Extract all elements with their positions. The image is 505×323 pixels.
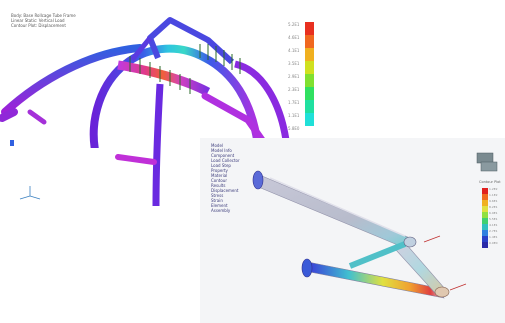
legend-swatch xyxy=(305,113,314,126)
legend-swatch xyxy=(482,236,488,242)
legend-label: 4.1E1 xyxy=(288,48,300,53)
main-hoop-tube xyxy=(89,44,262,148)
legend-label: 1.7E1 xyxy=(288,100,300,105)
tree-item[interactable]: Model xyxy=(211,143,224,148)
legend-label: 9.6E1 xyxy=(489,199,498,203)
cross-link-member xyxy=(348,241,407,269)
legend-label: 2.7E1 xyxy=(489,229,498,233)
header-line: Linear Static: Vertical Load xyxy=(11,18,65,23)
tree-item[interactable]: Load Step xyxy=(211,163,231,168)
tree-item[interactable]: Component xyxy=(211,153,235,158)
legend-label: 0.0E0 xyxy=(489,241,498,245)
legend-label: 3.5E1 xyxy=(288,61,300,66)
tree-item[interactable]: Model Info xyxy=(211,148,232,153)
left-lower-stub xyxy=(27,109,47,125)
legend-label: 5.8E0 xyxy=(288,126,300,131)
tree-item[interactable]: Element xyxy=(211,203,228,208)
tree-item[interactable]: Results xyxy=(211,183,226,188)
tree-item[interactable]: Assembly xyxy=(211,208,231,213)
control-arm-fea-viewport[interactable]: Model Model Info Component Load Collecto… xyxy=(200,138,505,323)
legend-swatch xyxy=(482,194,488,200)
legend-swatch xyxy=(482,230,488,236)
legend-swatch xyxy=(305,35,314,48)
left-side-tube xyxy=(1,44,144,116)
rollcage-model xyxy=(0,17,290,148)
legend-swatch xyxy=(482,218,488,224)
view-cube-icon[interactable] xyxy=(476,152,498,172)
legend-swatch xyxy=(305,61,314,74)
legend-swatch xyxy=(482,242,488,248)
legend-swatch xyxy=(482,206,488,212)
tree-item[interactable]: Contour xyxy=(211,178,227,183)
contour-legend-bar xyxy=(305,22,314,126)
legend-label: 1.1E1 xyxy=(288,113,300,118)
load-arrow xyxy=(449,283,467,291)
legend-swatch xyxy=(305,22,314,35)
legend-swatch xyxy=(305,48,314,61)
inner-bushing-lower xyxy=(301,258,313,278)
legend-label: 4.6E1 xyxy=(288,35,300,40)
tree-item[interactable]: Load Collector xyxy=(211,158,240,163)
legend-swatch xyxy=(482,212,488,218)
legend-swatch xyxy=(482,200,488,206)
ball-joint xyxy=(434,286,450,298)
legend-swatch xyxy=(305,74,314,87)
legend-label: 8.2E1 xyxy=(489,205,498,209)
front-down-tube xyxy=(152,83,164,207)
legend-swatch xyxy=(305,100,314,113)
arm-highlight xyxy=(269,177,406,237)
legend-label: 6.9E1 xyxy=(489,211,498,215)
inner-bushing-upper xyxy=(252,170,264,190)
legend-label: 1.2E2 xyxy=(489,187,498,191)
load-arrows xyxy=(129,44,241,94)
roof-brace xyxy=(130,36,152,62)
door-bar-stub xyxy=(115,154,157,165)
legend-swatch xyxy=(305,87,314,100)
legend-label: 5.5E1 xyxy=(489,217,498,221)
legend-label: 2.9E1 xyxy=(288,74,300,79)
tree-item[interactable]: Strain xyxy=(211,198,223,203)
control-arm-model xyxy=(252,152,498,299)
axis-triad-icon xyxy=(19,186,41,200)
pivot-joint xyxy=(403,236,417,248)
contour-legend-bar xyxy=(482,188,488,248)
legend-label: 2.3E1 xyxy=(288,87,300,92)
load-arrow xyxy=(423,235,441,243)
legend-label: 4.1E1 xyxy=(489,223,498,227)
model-info-header: Body: Base Rollcage Tube Frame Linear St… xyxy=(11,13,76,28)
rear-stay-tube xyxy=(201,92,266,144)
legend-label: 5.2E1 xyxy=(288,22,300,27)
tree-item[interactable]: Displacement xyxy=(211,188,239,193)
header-line: Contour Plot: Displacement xyxy=(11,23,66,28)
legend-swatch xyxy=(482,188,488,194)
upper-arm-member xyxy=(255,175,411,249)
legend-labels: 1.2E2 1.1E2 9.6E1 8.2E1 6.9E1 5.5E1 4.1E… xyxy=(489,187,503,251)
legend-label: 1.1E2 xyxy=(489,193,498,197)
header-line: Body: Base Rollcage Tube Frame xyxy=(11,13,76,18)
legend-swatch xyxy=(482,224,488,230)
right-side-tube xyxy=(234,60,290,141)
legend-title: Contour Plot xyxy=(479,180,501,184)
legend-label: 1.4E1 xyxy=(489,235,498,239)
legend-labels: 5.2E1 4.6E1 4.1E1 3.5E1 2.9E1 2.3E1 1.7E… xyxy=(288,22,304,132)
model-tree: Model Model Info Component Load Collecto… xyxy=(211,143,240,213)
tree-item[interactable]: Property xyxy=(211,168,228,173)
cross-bar-tube xyxy=(117,60,211,97)
tree-item[interactable]: Material xyxy=(211,173,228,178)
tree-item[interactable]: Stress xyxy=(211,193,224,198)
left-tube-end xyxy=(0,108,18,122)
